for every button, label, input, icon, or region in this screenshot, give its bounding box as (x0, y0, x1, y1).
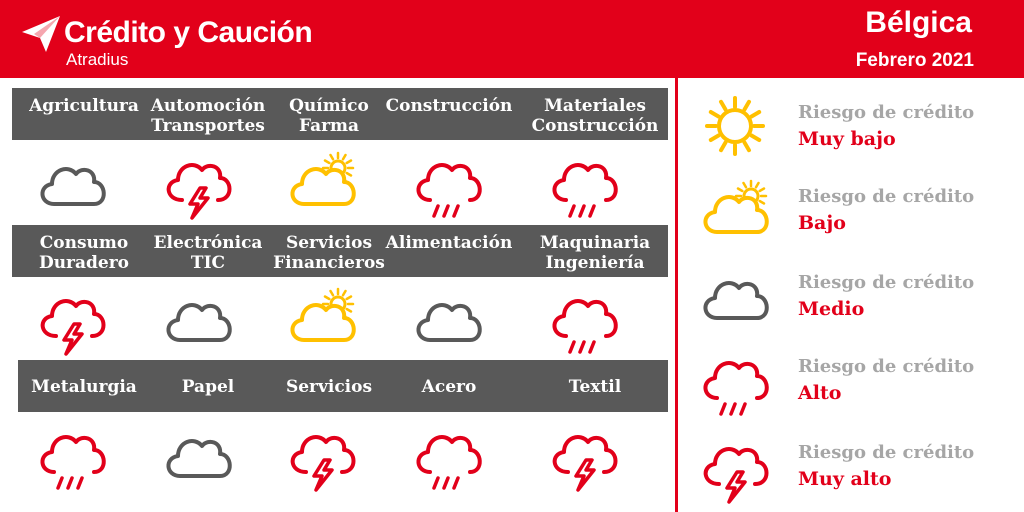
sector-name-line1: Agricultura (29, 96, 139, 116)
column-divider (675, 78, 678, 512)
sector-name-line2: TIC (190, 253, 226, 273)
sector-label: Servicios (259, 377, 399, 397)
sector-name-line1: Construcción (385, 96, 513, 116)
sector-name-line1: Materiales (544, 96, 646, 116)
cloud-icon (408, 284, 488, 354)
sector-label: Textil (525, 377, 665, 397)
sector-name-line1: Acero (421, 377, 477, 397)
sector-name-line1: Químico (289, 96, 369, 116)
cloud-lightning-icon (158, 148, 238, 220)
period-label: Febrero 2021 (855, 50, 974, 71)
sun-cloud-icon (282, 284, 362, 354)
cloud-rain-icon (408, 148, 488, 218)
sector-name-line1: Servicios (285, 233, 373, 253)
legend-label: Riesgo de crédito (798, 442, 975, 463)
brand-name: Crédito y Caución (64, 16, 313, 49)
sector-label: Automoción Transportes (138, 96, 278, 136)
sector-name-line2: Ingeniería (545, 253, 645, 273)
cloud-icon (158, 284, 238, 354)
legend-label: Riesgo de crédito (798, 356, 975, 377)
sector-name-line2: Construcción (531, 116, 659, 136)
legend-cloud-rain-icon (695, 346, 775, 416)
sector-label: Metalurgia (14, 377, 154, 397)
cloud-rain-icon (408, 420, 488, 490)
cloud-icon (158, 420, 238, 490)
sector-band-1 (12, 88, 668, 140)
sector-label: Químico Farma (259, 96, 399, 136)
sector-name-line2: Financieros (273, 253, 385, 273)
sector-label: Maquinaria Ingeniería (525, 233, 665, 273)
sector-label: Papel (138, 377, 278, 397)
brand-logo-icon (22, 16, 60, 52)
cloud-rain-icon (544, 284, 624, 354)
sector-label: Servicios Financieros (259, 233, 399, 273)
sector-name-line1: Papel (181, 377, 235, 397)
legend-level: Muy alto (798, 468, 892, 490)
legend-label: Riesgo de crédito (798, 272, 975, 293)
sector-band-3 (18, 360, 668, 412)
sector-label: Acero (379, 377, 519, 397)
sector-name-line2: Transportes (151, 116, 265, 136)
brand-subtitle: Atradius (66, 50, 129, 69)
sector-name-line1: Textil (568, 377, 622, 397)
legend-label: Riesgo de crédito (798, 186, 975, 207)
sector-name-line1: Alimentación (385, 233, 513, 253)
legend-level: Muy bajo (798, 128, 896, 150)
legend-sun-cloud-icon (695, 176, 775, 246)
sector-label: Agricultura (14, 96, 154, 116)
sector-name-line2: Duradero (38, 253, 130, 273)
cloud-lightning-icon (544, 420, 624, 492)
cloud-rain-icon (544, 148, 624, 218)
sector-name-line1: Metalurgia (31, 377, 137, 397)
sector-label: Electrónica TIC (138, 233, 278, 273)
sector-label: Alimentación (379, 233, 519, 253)
cloud-rain-icon (32, 420, 112, 490)
legend-level: Medio (798, 298, 865, 320)
sector-label: Materiales Construcción (525, 96, 665, 136)
header-bar: Crédito y Caución Atradius Bélgica Febre… (0, 0, 1024, 78)
sector-name-line1: Maquinaria (539, 233, 651, 253)
cloud-lightning-icon (282, 420, 362, 492)
legend-level: Bajo (798, 212, 846, 234)
sector-band-2 (12, 225, 668, 277)
sector-name-line1: Consumo (39, 233, 129, 253)
legend-label: Riesgo de crédito (798, 102, 975, 123)
sector-name-line2: Farma (298, 116, 360, 136)
legend-cloud-lightning-icon (695, 432, 775, 504)
sector-label: Consumo Duradero (14, 233, 154, 273)
legend-level: Alto (798, 382, 842, 404)
cloud-lightning-icon (32, 284, 112, 356)
cloud-icon (32, 148, 112, 218)
legend-sun-icon (695, 92, 775, 162)
sector-name-line1: Electrónica (153, 233, 263, 253)
sector-label: Construcción (379, 96, 519, 116)
sun-cloud-icon (282, 148, 362, 218)
legend-cloud-icon (695, 262, 775, 332)
country-title: Bélgica (865, 6, 972, 39)
sector-name-line1: Automoción (150, 96, 266, 116)
sector-name-line1: Servicios (285, 377, 373, 397)
